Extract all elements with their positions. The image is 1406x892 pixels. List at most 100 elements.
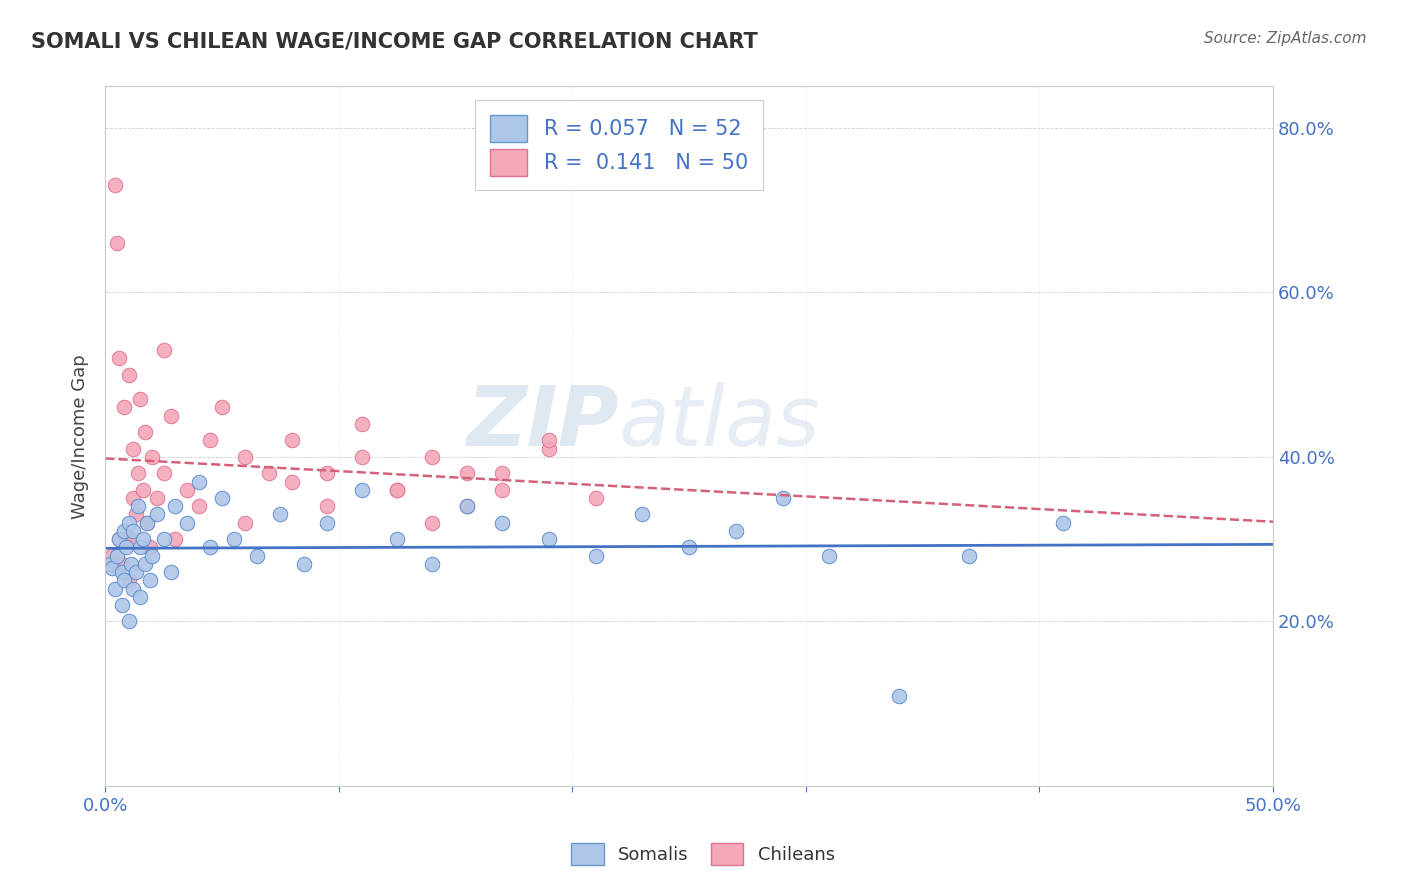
Point: [129, 590, 152, 604]
Point: [117, 516, 139, 530]
Text: Source: ZipAtlas.com: Source: ZipAtlas.com: [1204, 31, 1367, 46]
Point: [200, 541, 222, 555]
Point: [352, 450, 374, 464]
Point: [187, 500, 209, 514]
Point: [134, 425, 156, 439]
Point: [145, 508, 167, 522]
Point: [108, 351, 131, 365]
Point: [631, 508, 654, 522]
Point: [257, 467, 280, 481]
Point: [818, 549, 841, 563]
Point: [122, 582, 145, 596]
Point: [187, 475, 209, 489]
Point: [152, 467, 174, 481]
Point: [420, 516, 443, 530]
Text: ZIP: ZIP: [467, 382, 619, 463]
Point: [136, 516, 159, 530]
Point: [491, 483, 513, 497]
Point: [246, 549, 269, 563]
Point: [491, 467, 513, 481]
Point: [281, 475, 304, 489]
Point: [141, 450, 163, 464]
Point: [385, 532, 408, 546]
Point: [1052, 516, 1074, 530]
Point: [138, 574, 160, 588]
Point: [112, 524, 135, 538]
Point: [124, 508, 146, 522]
Point: [200, 434, 222, 448]
Point: [117, 368, 139, 382]
Point: [456, 500, 478, 514]
Point: [152, 532, 174, 546]
Point: [110, 598, 132, 612]
Point: [115, 532, 138, 546]
Point: [456, 467, 478, 481]
Point: [420, 557, 443, 571]
Point: [122, 442, 145, 456]
Point: [98, 557, 121, 571]
Point: [112, 401, 135, 415]
Point: [131, 532, 153, 546]
Point: [145, 491, 167, 505]
Point: [129, 392, 152, 407]
Point: [678, 541, 700, 555]
Point: [120, 557, 142, 571]
Point: [122, 524, 145, 538]
Point: [176, 483, 198, 497]
Point: [117, 615, 139, 629]
Point: [127, 500, 149, 514]
Point: [269, 508, 291, 522]
Point: [105, 235, 128, 250]
Point: [138, 541, 160, 555]
Point: [101, 549, 124, 563]
Legend: R = 0.057   N = 52, R =  0.141   N = 50: R = 0.057 N = 52, R = 0.141 N = 50: [475, 100, 763, 190]
Point: [537, 434, 560, 448]
Point: [117, 574, 139, 588]
Point: [537, 532, 560, 546]
Point: [165, 500, 187, 514]
Point: [316, 500, 339, 514]
Point: [108, 532, 131, 546]
Point: [120, 532, 142, 546]
Point: [772, 491, 794, 505]
Point: [134, 557, 156, 571]
Point: [159, 565, 181, 579]
Point: [585, 549, 607, 563]
Text: atlas: atlas: [619, 382, 821, 463]
Point: [124, 565, 146, 579]
Point: [316, 516, 339, 530]
Point: [152, 343, 174, 357]
Point: [292, 557, 315, 571]
Point: [176, 516, 198, 530]
Point: [585, 491, 607, 505]
Point: [211, 401, 233, 415]
Point: [136, 516, 159, 530]
Point: [235, 516, 257, 530]
Text: SOMALI VS CHILEAN WAGE/INCOME GAP CORRELATION CHART: SOMALI VS CHILEAN WAGE/INCOME GAP CORREL…: [31, 31, 758, 51]
Point: [385, 483, 408, 497]
Point: [281, 434, 304, 448]
Point: [103, 582, 125, 596]
Point: [889, 689, 911, 703]
Point: [456, 500, 478, 514]
Point: [108, 532, 131, 546]
Point: [537, 442, 560, 456]
Point: [159, 409, 181, 423]
Point: [316, 467, 339, 481]
Point: [112, 574, 135, 588]
Point: [110, 557, 132, 571]
Point: [491, 516, 513, 530]
Point: [122, 491, 145, 505]
Point: [115, 541, 138, 555]
Y-axis label: Wage/Income Gap: Wage/Income Gap: [72, 354, 89, 518]
Point: [110, 565, 132, 579]
Point: [129, 541, 152, 555]
Point: [103, 178, 125, 193]
Legend: Somalis, Chileans: Somalis, Chileans: [564, 836, 842, 872]
Point: [957, 549, 980, 563]
Point: [385, 483, 408, 497]
Point: [222, 532, 245, 546]
Point: [165, 532, 187, 546]
Point: [724, 524, 747, 538]
Point: [101, 561, 124, 575]
